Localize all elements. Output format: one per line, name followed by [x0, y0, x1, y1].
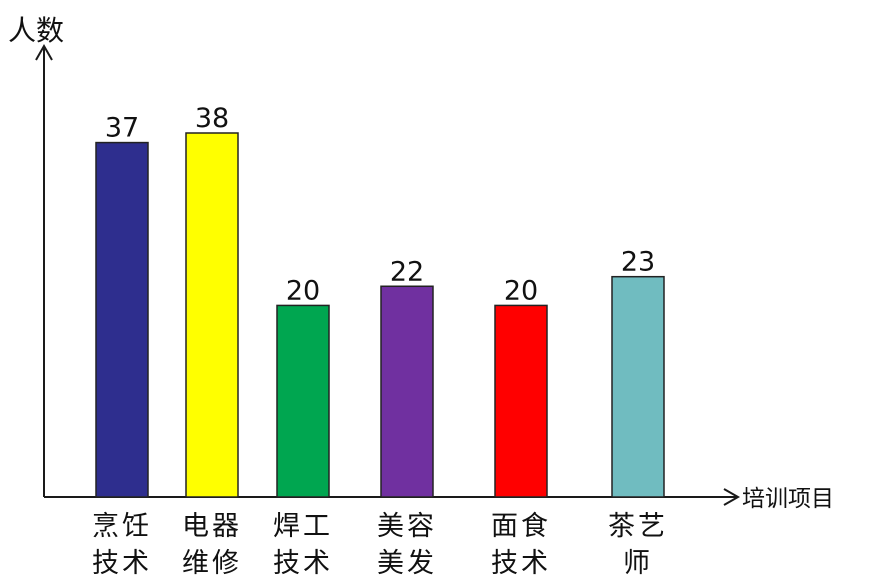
- y-axis: [36, 46, 52, 497]
- bars: [96, 133, 664, 497]
- value-label-2: 20: [286, 275, 320, 306]
- bar-4: [495, 305, 547, 497]
- value-label-5: 23: [621, 247, 655, 278]
- bar-0: [96, 143, 148, 497]
- x-axis-title: 培训项目: [742, 486, 834, 512]
- category-label-2-line-0: 焊工: [273, 511, 333, 542]
- category-label-4-line-0: 面食: [491, 511, 551, 542]
- y-axis-title: 人数: [8, 14, 64, 47]
- value-label-0: 37: [105, 113, 139, 144]
- category-label-2-line-1: 技术: [273, 548, 333, 579]
- value-label-4: 20: [504, 275, 538, 306]
- bar-1: [186, 133, 238, 497]
- category-label-4-line-1: 技术: [491, 548, 551, 579]
- category-label-5-line-1: 师: [623, 548, 653, 579]
- bar-2: [277, 305, 329, 497]
- category-label-0-line-1: 技术: [92, 548, 152, 579]
- category-label-3-line-1: 美发: [377, 548, 437, 579]
- bar-5: [612, 277, 664, 497]
- category-label-1-line-1: 维修: [182, 548, 242, 579]
- category-label-5-line-0: 茶艺: [608, 511, 668, 542]
- value-label-3: 22: [390, 256, 424, 287]
- category-label-3-line-0: 美容: [377, 511, 437, 542]
- bar-3: [381, 286, 433, 497]
- category-label-1-line-0: 电器: [182, 511, 242, 542]
- category-label-0-line-0: 烹饪: [92, 511, 152, 542]
- value-label-1: 38: [195, 103, 229, 134]
